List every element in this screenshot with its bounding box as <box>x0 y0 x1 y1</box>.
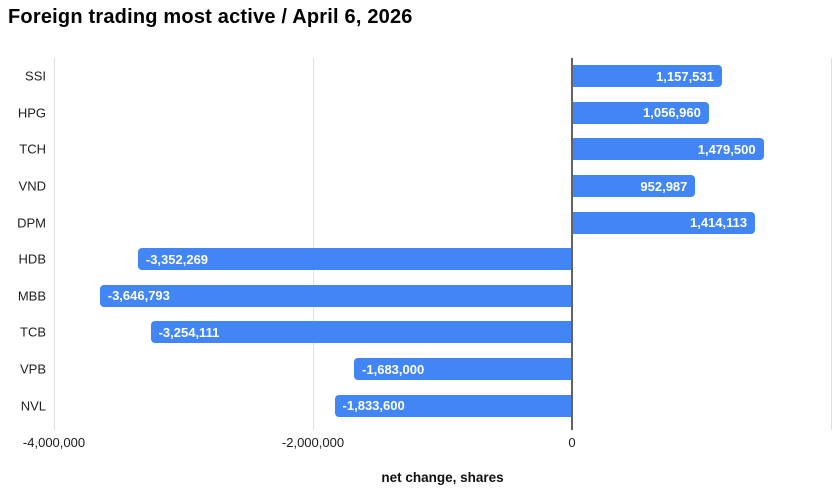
bar-dpm[interactable]: 1,414,113 <box>571 211 756 234</box>
y-axis-category-label: VPB <box>19 361 46 377</box>
chart-title: Foreign trading most active / April 6, 2… <box>8 6 413 28</box>
chart-row: TCH 1,479,500 <box>19 131 831 168</box>
chart-row: NVL -1,833,600 <box>21 387 831 424</box>
y-axis-category-label: DPM <box>17 215 46 231</box>
chart-row: DPM 1,414,113 <box>17 204 831 241</box>
bar-value-label: 1,056,960 <box>643 105 701 121</box>
y-axis-category-label: VND <box>18 178 46 194</box>
chart-row: VND 952,987 <box>19 168 831 205</box>
bar-ssi[interactable]: 1,157,531 <box>571 65 722 88</box>
bar-hpg[interactable]: 1,056,960 <box>571 101 709 124</box>
x-axis-tick-label: -2,000,000 <box>281 435 345 450</box>
y-axis-category-label: TCB <box>20 324 46 340</box>
gridline <box>54 58 55 430</box>
bar-vnd[interactable]: 952,987 <box>571 175 696 198</box>
plot-area: net change, shares SSI 1,157,531 HPG 1,056,… <box>17 58 832 485</box>
chart-row: MBB -3,646,793 <box>18 278 831 315</box>
y-axis-category-label: MBB <box>17 288 46 304</box>
y-axis-category-label: HDB <box>18 251 46 267</box>
bar-value-label: 1,479,500 <box>697 141 756 157</box>
bar-value-label: -3,646,793 <box>107 288 170 304</box>
y-axis-category-label: SSI <box>25 68 46 84</box>
bar-hdb[interactable]: -3,352,269 <box>137 248 572 271</box>
chart-row: HDB -3,352,269 <box>19 241 831 278</box>
x-axis-tick-label: -4,000,000 <box>22 435 86 450</box>
chart-row: HPG 1,056,960 <box>18 95 831 132</box>
bar-value-label: 952,987 <box>640 178 688 194</box>
zero-axis-line <box>570 58 573 430</box>
y-axis-category-label: NVL <box>20 398 46 414</box>
y-axis-category-label: TCH <box>19 141 46 157</box>
bar-value-label: -3,352,269 <box>145 251 209 267</box>
bar-mbb[interactable]: -3,646,793 <box>99 284 572 307</box>
y-axis-category-label: HPG <box>17 105 46 121</box>
bar-value-label: -1,833,600 <box>342 398 405 414</box>
bar-value-label: -1,683,000 <box>362 361 425 377</box>
bar-value-label: 1,157,531 <box>656 68 714 84</box>
chart-row: TCB -3,254,111 <box>20 314 831 351</box>
bar-value-label: 1,414,113 <box>689 215 748 231</box>
x-axis-title: net change, shares <box>381 470 504 485</box>
chart-row: VPB -1,683,000 <box>20 351 831 388</box>
bar-vpb[interactable]: -1,683,000 <box>354 358 572 381</box>
x-axis-tick-label: 0 <box>568 435 576 450</box>
bar-value-label: -3,254,111 <box>158 324 220 340</box>
bar-nvl[interactable]: -1,833,600 <box>334 394 572 417</box>
bar-tch[interactable]: 1,479,500 <box>571 138 764 161</box>
bar-tcb[interactable]: -3,254,111 <box>150 321 572 344</box>
gridline <box>831 58 832 430</box>
gridline <box>312 58 314 430</box>
chart-row: SSI 1,157,531 <box>25 58 831 95</box>
